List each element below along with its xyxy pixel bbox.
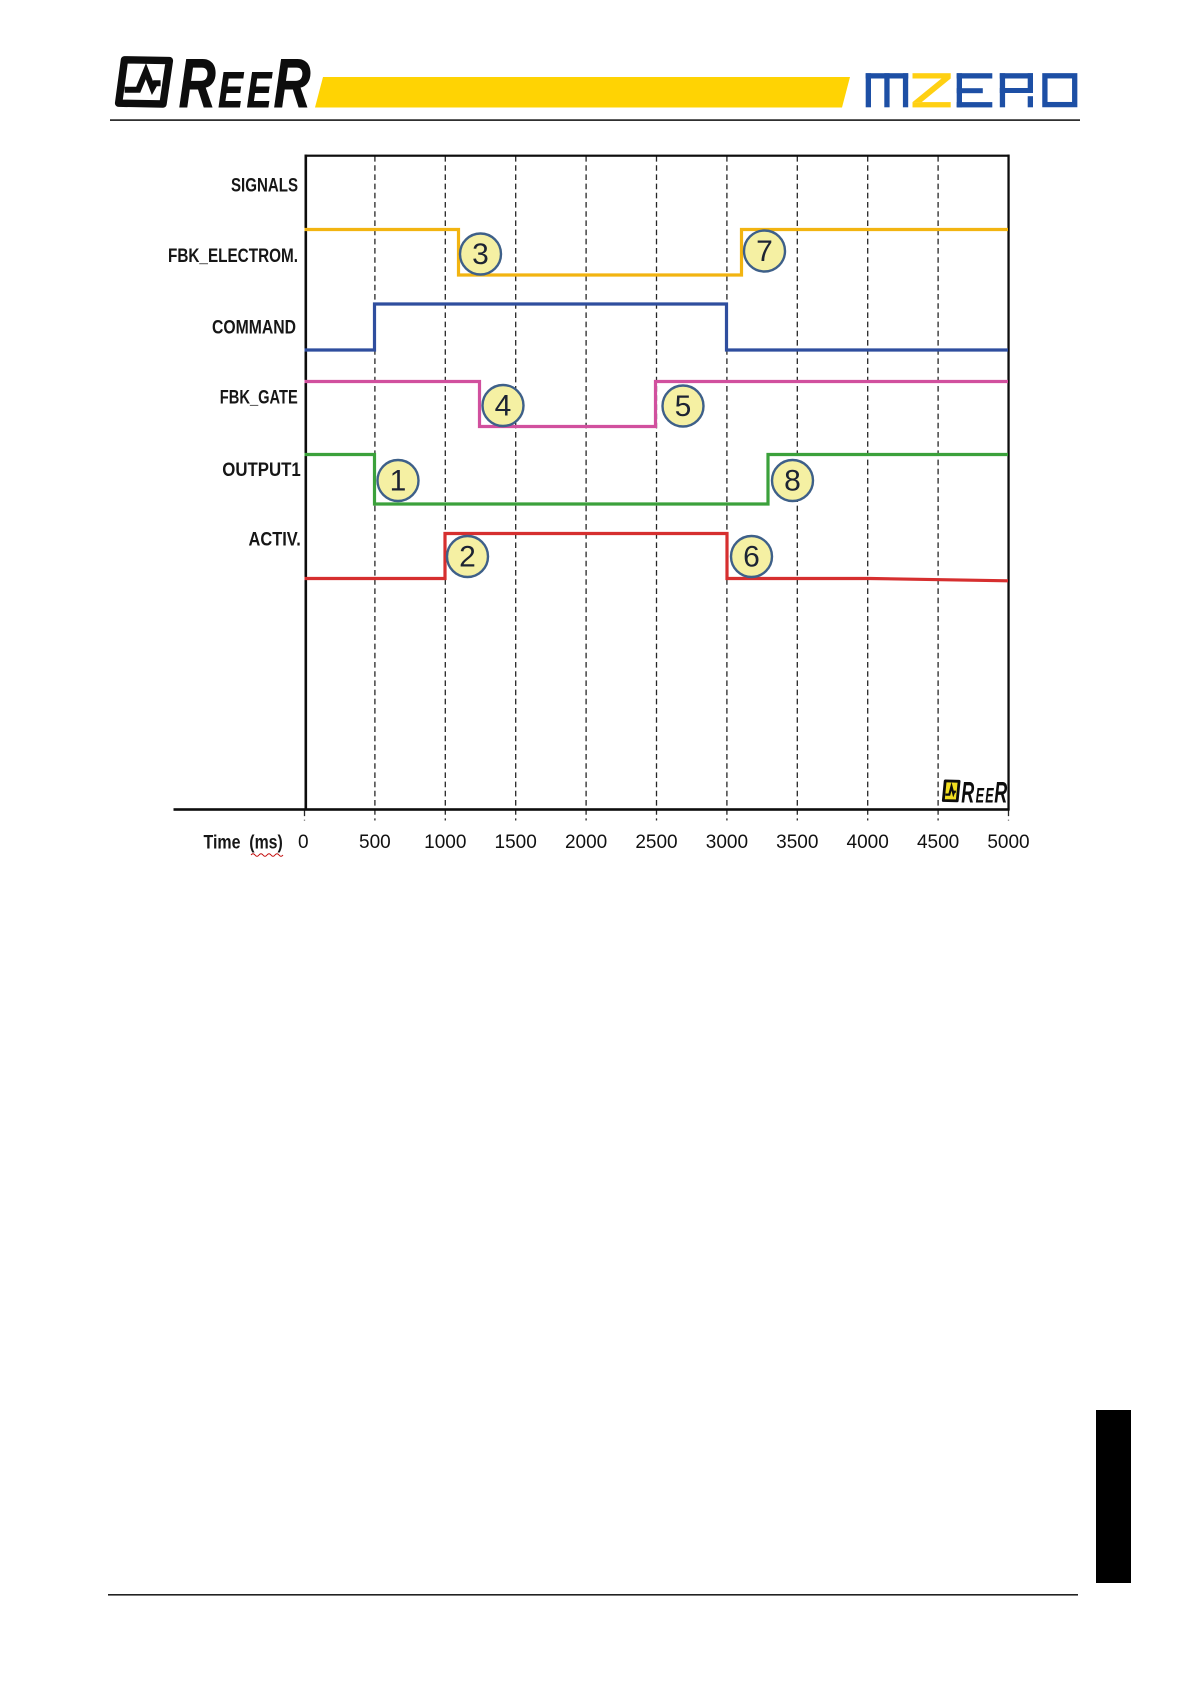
svg-text:FBK_GATE: FBK_GATE bbox=[220, 387, 298, 408]
svg-text:4500: 4500 bbox=[917, 832, 959, 853]
svg-text:0: 0 bbox=[298, 832, 309, 853]
svg-text:4000: 4000 bbox=[847, 832, 889, 853]
svg-text:7: 7 bbox=[756, 235, 773, 268]
svg-text:R: R bbox=[179, 44, 216, 121]
svg-text:R: R bbox=[994, 777, 1007, 810]
svg-text:Time: Time bbox=[204, 833, 241, 854]
svg-text:1: 1 bbox=[390, 465, 407, 498]
svg-text:(ms): (ms) bbox=[249, 833, 282, 854]
svg-text:COMMAND: COMMAND bbox=[212, 317, 296, 338]
svg-text:E: E bbox=[218, 63, 244, 119]
svg-text:6: 6 bbox=[743, 541, 760, 574]
svg-text:R: R bbox=[961, 777, 974, 810]
svg-text:OUTPUT1: OUTPUT1 bbox=[222, 460, 301, 481]
svg-text:3500: 3500 bbox=[776, 832, 818, 853]
svg-text:5: 5 bbox=[675, 390, 692, 423]
svg-text:1000: 1000 bbox=[424, 832, 466, 853]
svg-text:E: E bbox=[985, 783, 994, 807]
svg-text:ACTIV.: ACTIV. bbox=[249, 529, 301, 550]
svg-text:5000: 5000 bbox=[987, 832, 1029, 853]
svg-text:4: 4 bbox=[495, 390, 512, 423]
svg-text:8: 8 bbox=[784, 465, 801, 498]
svg-text:E: E bbox=[247, 63, 273, 119]
svg-text:3: 3 bbox=[472, 238, 489, 271]
svg-text:FBK_ELECTROM.: FBK_ELECTROM. bbox=[168, 246, 298, 267]
svg-text:3000: 3000 bbox=[706, 832, 748, 853]
svg-text:SIGNALS: SIGNALS bbox=[231, 175, 298, 196]
svg-text:2: 2 bbox=[459, 541, 476, 574]
svg-text:2500: 2500 bbox=[635, 832, 677, 853]
svg-text:2000: 2000 bbox=[565, 832, 607, 853]
svg-text:1500: 1500 bbox=[495, 832, 537, 853]
svg-text:E: E bbox=[976, 783, 985, 807]
svg-text:R: R bbox=[274, 44, 311, 121]
svg-text:500: 500 bbox=[359, 832, 391, 853]
